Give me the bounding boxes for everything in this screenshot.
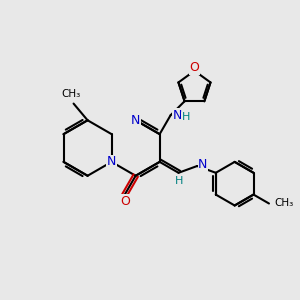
Text: H: H	[182, 112, 190, 122]
Text: CH₃: CH₃	[274, 199, 293, 208]
Text: O: O	[190, 61, 200, 74]
Text: N: N	[198, 158, 208, 170]
Text: H: H	[175, 176, 184, 186]
Text: O: O	[120, 195, 130, 208]
Text: CH₃: CH₃	[61, 88, 80, 99]
Text: N: N	[107, 155, 116, 168]
Text: N: N	[172, 109, 182, 122]
Text: N: N	[131, 114, 140, 127]
